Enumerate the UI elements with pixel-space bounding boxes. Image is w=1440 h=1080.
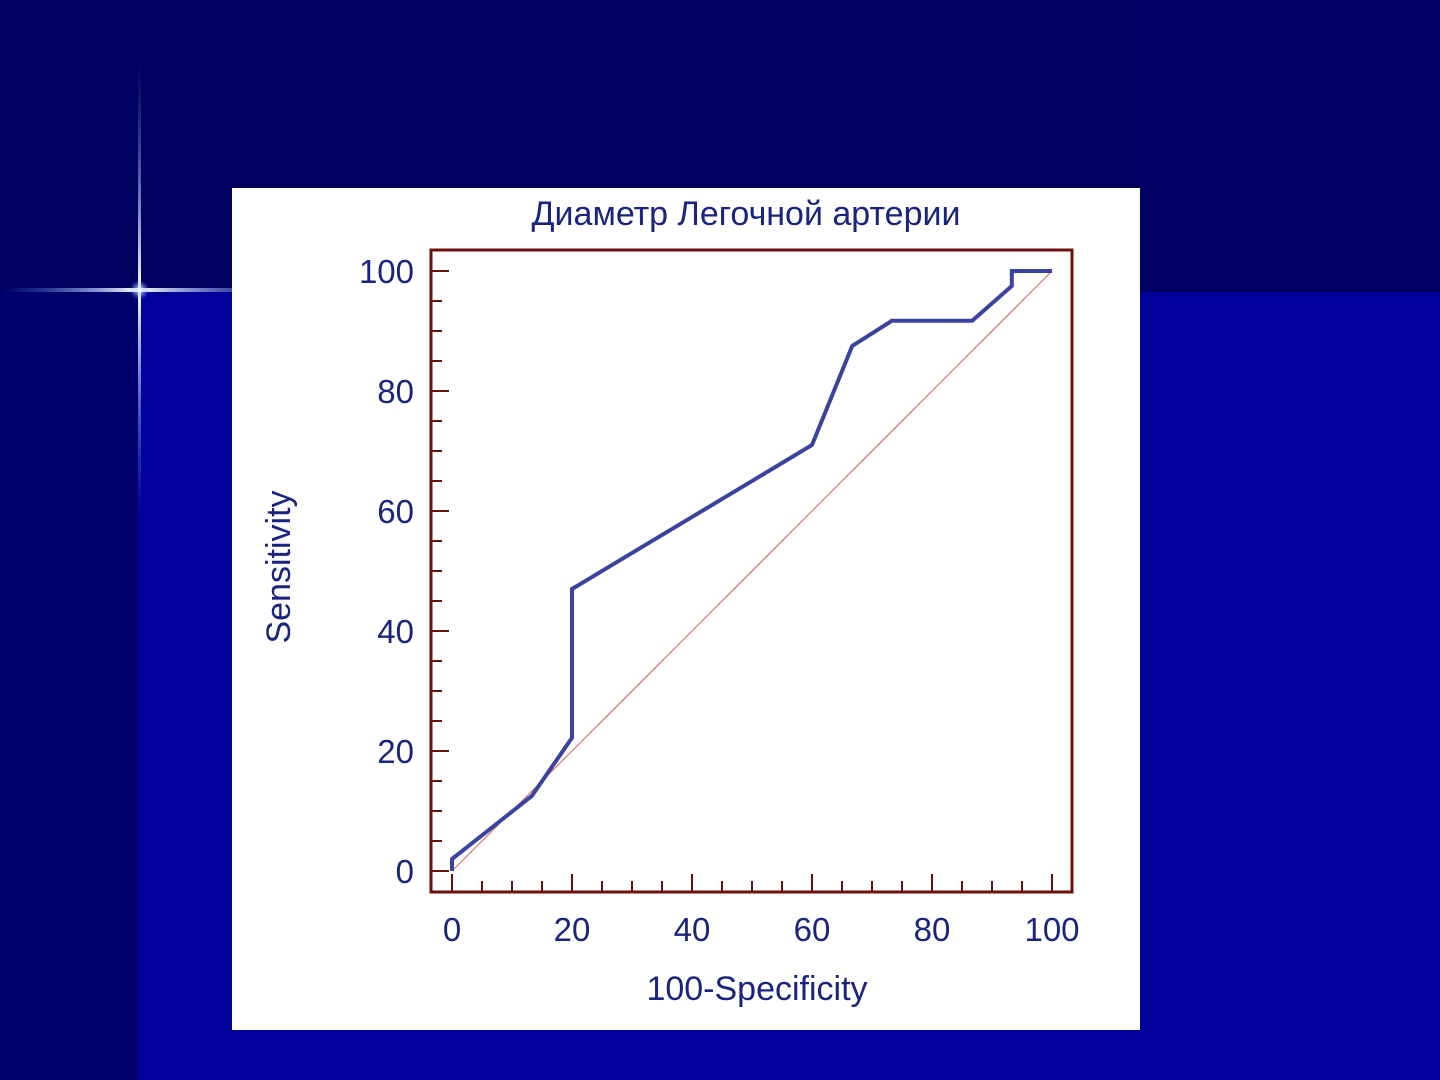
roc-chart: Диаметр Легочной артерии 0 20 40 60 80 100 0 20… [260, 195, 1080, 1008]
y-tick-label: 0 [396, 853, 414, 890]
x-axis-label: 100-Specificity [646, 970, 867, 1008]
x-tick-label: 0 [443, 911, 461, 948]
background-left-strip [0, 292, 138, 1080]
series-layer [450, 269, 1053, 872]
y-tick-label: 60 [377, 493, 414, 530]
x-tick-label: 20 [554, 911, 591, 948]
x-tick-label: 60 [794, 911, 831, 948]
y-axis-label: Sensitivity [260, 490, 298, 643]
y-tick-label: 100 [359, 253, 414, 290]
y-tick-label: 20 [377, 733, 414, 770]
x-tick-label: 40 [674, 911, 711, 948]
chart-panel: Диаметр Легочной артерии 0 20 40 60 80 100 0 20… [232, 188, 1140, 1030]
background-upper-right-block [1140, 0, 1440, 292]
plot-frame [429, 248, 1074, 894]
y-tick-label: 80 [377, 373, 414, 410]
chart-title: Диаметр Легочной артерии [532, 195, 961, 233]
reference-diagonal-line [451, 270, 1053, 872]
tick-marks [431, 270, 1053, 892]
y-tick-label: 40 [377, 613, 414, 650]
tick-labels: 0 20 40 60 80 100 0 20 40 60 80 100 [359, 253, 1080, 948]
x-tick-label: 100 [1024, 911, 1079, 948]
x-tick-label: 80 [914, 911, 951, 948]
roc-curve-line [450, 269, 1052, 871]
